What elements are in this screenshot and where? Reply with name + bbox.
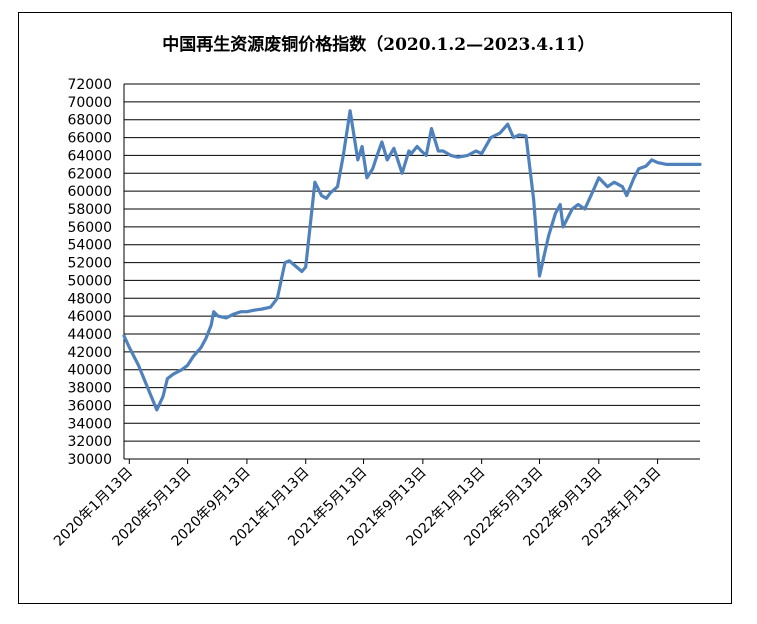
series-line <box>122 109 702 412</box>
y-tick-label: 68000 <box>67 113 112 129</box>
y-tick-label: 42000 <box>67 345 112 361</box>
chart-title: 中国再生资源废铜价格指数（2020.1.2—2023.4.11） <box>162 35 595 55</box>
y-tick-label: 72000 <box>67 77 112 93</box>
y-tick-label: 34000 <box>67 416 112 432</box>
y-tick-label: 36000 <box>67 398 112 414</box>
y-tick-label: 50000 <box>67 273 112 289</box>
y-tick-label: 52000 <box>67 256 112 272</box>
chart-frame <box>18 12 732 604</box>
y-tick-label: 54000 <box>67 238 112 254</box>
y-tick-label: 48000 <box>67 291 112 307</box>
y-tick-label: 70000 <box>67 95 112 111</box>
y-tick-label: 30000 <box>67 452 112 468</box>
y-tick-label: 32000 <box>67 434 112 450</box>
y-tick-label: 60000 <box>67 184 112 200</box>
y-tick-label: 38000 <box>67 381 112 397</box>
y-tick-label: 58000 <box>67 202 112 218</box>
y-tick-label: 56000 <box>67 220 112 236</box>
y-tick-label: 40000 <box>67 363 112 379</box>
y-tick-label: 64000 <box>67 148 112 164</box>
y-tick-label: 44000 <box>67 327 112 343</box>
y-tick-label: 66000 <box>67 131 112 147</box>
y-tick-label: 46000 <box>67 309 112 325</box>
y-tick-label: 62000 <box>67 166 112 182</box>
